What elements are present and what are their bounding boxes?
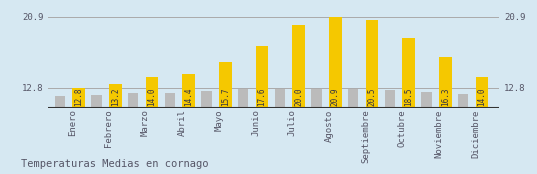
Bar: [55, 96, 65, 108]
Bar: [348, 89, 358, 108]
Bar: [72, 88, 85, 108]
Text: 14.0: 14.0: [477, 88, 487, 106]
Bar: [275, 89, 285, 108]
Text: 13.2: 13.2: [111, 88, 120, 106]
Bar: [439, 57, 452, 108]
Text: 17.6: 17.6: [257, 88, 266, 106]
Bar: [422, 92, 432, 108]
Bar: [256, 46, 268, 108]
Bar: [128, 93, 139, 108]
Text: 20.0: 20.0: [294, 88, 303, 106]
Text: 14.0: 14.0: [148, 88, 156, 106]
Bar: [182, 74, 195, 108]
Bar: [329, 17, 342, 108]
Bar: [91, 95, 101, 108]
Bar: [311, 89, 322, 108]
Bar: [385, 90, 395, 108]
Bar: [109, 84, 122, 108]
Bar: [292, 25, 305, 108]
Text: 20.9: 20.9: [331, 88, 340, 106]
Bar: [366, 20, 379, 108]
Text: 20.5: 20.5: [367, 88, 376, 106]
Bar: [146, 77, 158, 108]
Bar: [402, 38, 415, 108]
Bar: [165, 93, 175, 108]
Text: Temperaturas Medias en cornago: Temperaturas Medias en cornago: [21, 159, 209, 169]
Text: 15.7: 15.7: [221, 88, 230, 106]
Text: 12.8: 12.8: [74, 88, 83, 106]
Text: 18.5: 18.5: [404, 88, 413, 106]
Bar: [238, 89, 249, 108]
Bar: [201, 91, 212, 108]
Bar: [219, 62, 231, 108]
Text: 14.4: 14.4: [184, 88, 193, 106]
Bar: [458, 94, 468, 108]
Text: 16.3: 16.3: [441, 88, 450, 106]
Bar: [476, 77, 489, 108]
